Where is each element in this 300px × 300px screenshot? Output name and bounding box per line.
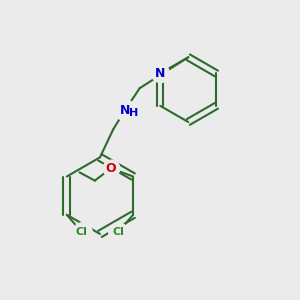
Text: Cl: Cl (112, 227, 124, 237)
Text: N: N (155, 67, 165, 80)
Text: H: H (129, 108, 138, 118)
Text: O: O (106, 162, 116, 175)
Text: N: N (120, 104, 130, 117)
Text: Cl: Cl (76, 227, 88, 237)
